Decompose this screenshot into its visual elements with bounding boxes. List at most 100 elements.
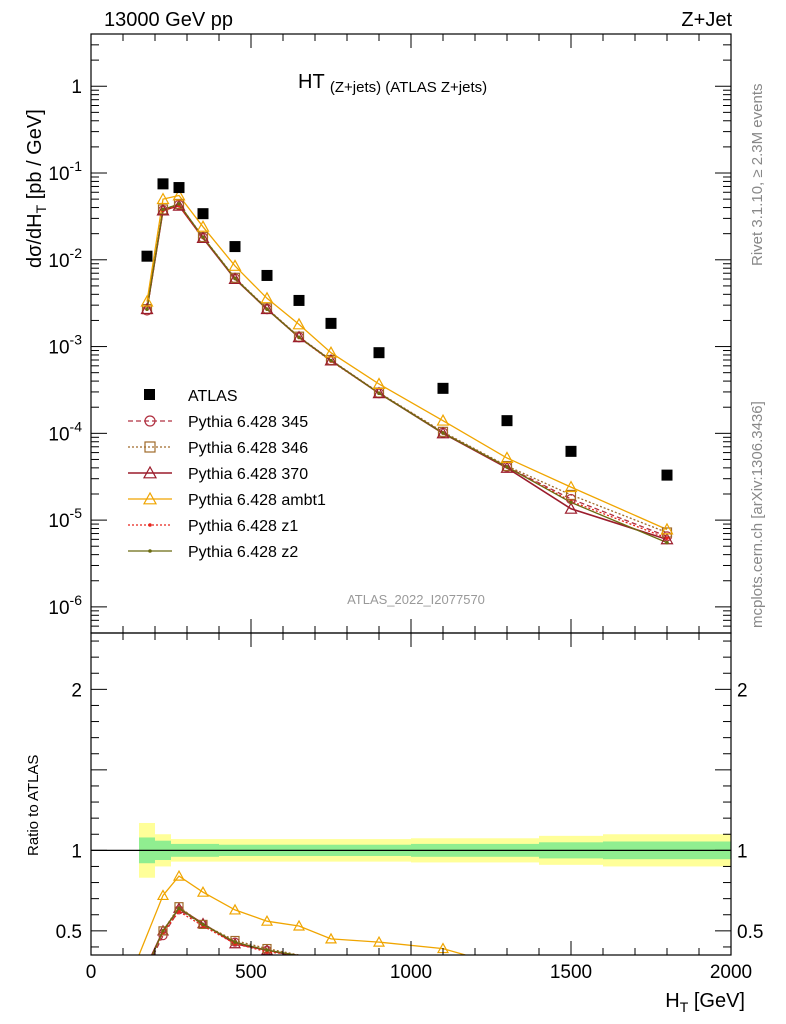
ratio-point-p346 (158, 926, 168, 936)
series-point-p370 (436, 426, 450, 439)
header-right: Z+Jet (681, 9, 732, 31)
series-point-z2 (505, 465, 509, 469)
legend-marker-z2 (148, 549, 152, 553)
ratio-line-z2 (151, 907, 296, 955)
y-tick-exp: -1 (70, 158, 83, 174)
series-point-ambt1 (196, 220, 210, 232)
series-point-p370 (292, 330, 306, 343)
ratio-line-ambt1 (138, 875, 466, 955)
main-series-markers (140, 188, 674, 545)
atlas-point (437, 382, 449, 394)
y-tick-label: 10-1 (48, 158, 82, 185)
plot-title-main: HT (298, 71, 324, 93)
series-point-p370 (372, 386, 386, 399)
ratio-point-z2 (201, 922, 205, 927)
series-point-ambt1 (660, 522, 674, 535)
plot-title: HT (Z+jets) (ATLAS Z+jets) (298, 71, 487, 96)
y-tick-exp: -4 (70, 418, 83, 434)
x-axis-label-sub: T (680, 999, 689, 1015)
ratio-y-tick-label-left: 0.5 (56, 922, 82, 943)
y-tick-base: 10 (48, 598, 69, 619)
legend-atlas-label: ATLAS (188, 388, 238, 405)
legend-marker-p345 (144, 415, 156, 427)
series-point-p370 (500, 461, 514, 473)
x-axis-label-main: H (665, 990, 679, 1012)
series-point-z2 (665, 540, 669, 545)
series-point-z2 (265, 307, 269, 311)
legend-label-p370: Pythia 6.428 370 (188, 466, 308, 483)
ratio-y-tick-label-right: 0.5 (737, 922, 763, 943)
ratio-point-z2 (161, 929, 165, 933)
x-axis-label: HT [GeV] (665, 990, 745, 1015)
y-tick-label: 10-6 (48, 592, 82, 619)
ratio-point-ambt1 (196, 885, 210, 897)
main-frame (90, 33, 732, 634)
ratio-point-p346 (198, 919, 208, 930)
x-tick-label: 2000 (710, 962, 752, 983)
x-tick-label: 0 (86, 962, 97, 983)
plot-title-sub: (Z+jets) (ATLAS Z+jets) (330, 79, 487, 96)
series-point-ambt1 (260, 291, 274, 304)
series-point-ambt1 (172, 188, 186, 201)
atlas-point (261, 269, 273, 281)
series-point-ambt1 (156, 192, 170, 205)
axes-frames: 0 500 1000 1500 2000110-110-210-310-410-510-… (48, 33, 763, 983)
atlas-point (565, 445, 577, 457)
atlas-point (173, 182, 185, 194)
x-tick-label: 1500 (550, 962, 592, 983)
series-point-p370 (260, 302, 274, 315)
series-point-ambt1 (500, 451, 514, 463)
y-tick-exp: -6 (70, 592, 83, 608)
series-point-ambt1 (292, 317, 306, 330)
series-point-z2 (297, 335, 301, 340)
series-point-p370 (196, 231, 210, 244)
series-line-ambt1 (146, 194, 668, 531)
atlas-point (293, 294, 305, 306)
y-tick-exp: -2 (70, 245, 83, 261)
y-tick-base: 10 (48, 511, 69, 532)
y-tick-label: 10-4 (48, 418, 82, 445)
series-line-z1 (146, 204, 668, 539)
series-point-p370 (172, 198, 186, 211)
y-tick-base: 10 (48, 251, 69, 272)
legend-marker-ambt1 (142, 491, 158, 505)
ratio-point-ambt1 (172, 869, 186, 881)
atlas-point (229, 241, 241, 253)
y-tick-base: 10 (48, 424, 69, 445)
atlas-point (325, 317, 337, 329)
atlas-point (197, 208, 209, 220)
rivet-label: Rivet 3.1.10, ≥ 2.3M events (749, 84, 766, 267)
main-series-lines (146, 194, 668, 544)
series-point-z2 (177, 202, 181, 206)
ratio-y-tick-label-left: 2 (71, 680, 82, 701)
ratio-y-tick-label-right: 1 (737, 841, 748, 862)
series-point-p370 (140, 302, 154, 315)
series-point-z2 (161, 207, 165, 212)
y-tick-label: 10-5 (48, 505, 82, 532)
ratio-point-z2 (177, 906, 181, 911)
series-line-p370 (146, 204, 668, 541)
series-point-z2 (329, 358, 333, 363)
y-tick-base: 10 (48, 164, 69, 185)
series-point-p370 (564, 502, 578, 514)
y-axis-label: dσ/dHT [pb / GeV] (24, 109, 49, 268)
ratio-point-ambt1 (292, 919, 306, 931)
ratio-y-tick-label-left: 1 (71, 841, 82, 862)
y-axis-label-main: dσ/dH (24, 213, 46, 268)
ratio-y-axis-label: Ratio to ATLAS (25, 755, 42, 856)
y-tick-exp: -3 (70, 332, 83, 348)
atlas-point (157, 178, 169, 190)
series-point-p370 (324, 353, 338, 366)
legend-label-ambt1: Pythia 6.428 ambt1 (188, 492, 326, 509)
legend-marker-p346 (144, 441, 156, 453)
ratio-point-ambt1 (324, 932, 338, 944)
y-tick-label: 1 (71, 77, 82, 98)
y-axis-label-sub: T (33, 204, 49, 213)
legend: ATLAS Pythia 6.428 345 Pythia 6.428 346 Pyt… (128, 388, 326, 561)
ratio-point-ambt1 (260, 914, 274, 926)
series-point-ambt1 (228, 259, 242, 271)
legend-label-p346: Pythia 6.428 346 (188, 440, 308, 457)
x-tick-label: 1000 (390, 962, 432, 983)
ratio-point-ambt1 (156, 889, 170, 901)
series-point-p370 (228, 272, 242, 285)
